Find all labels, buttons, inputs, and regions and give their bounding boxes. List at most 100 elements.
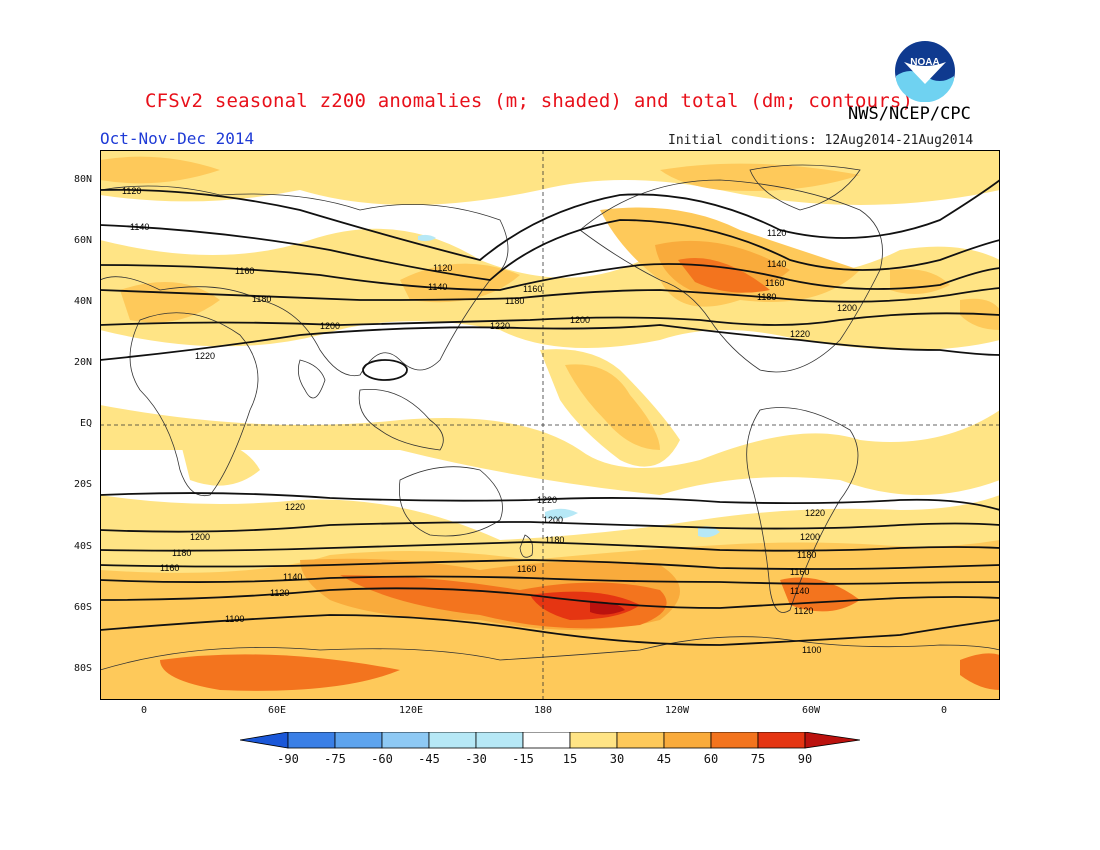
contour-1180-nh xyxy=(100,287,1000,303)
coast-greenland xyxy=(749,164,861,211)
colorbar-label: -75 xyxy=(324,752,346,766)
colorbar-label: -45 xyxy=(418,752,440,766)
shade-cpac-30 xyxy=(565,364,660,450)
lon-label: 180 xyxy=(533,705,553,716)
shade-arctic-30 xyxy=(660,163,860,191)
colorbar-swatch xyxy=(569,732,618,749)
colorbar-label: 75 xyxy=(750,752,766,766)
contour-1140-nh xyxy=(100,219,1000,281)
noaa-logo-text: NOAA xyxy=(910,57,939,68)
lat-label: EQ xyxy=(79,418,92,429)
coast-africa xyxy=(129,312,259,497)
lon-label: 60W xyxy=(801,705,821,716)
colorbar-swatch xyxy=(663,732,712,749)
coast-south-america xyxy=(746,407,859,613)
contour-label: 1200 xyxy=(800,532,820,542)
contour-label: 1140 xyxy=(767,259,786,269)
shade-trop-band xyxy=(100,405,1000,495)
colorbar-arrow-right xyxy=(804,732,860,749)
colorbar-swatch xyxy=(710,732,759,749)
contour-label: 1180 xyxy=(252,294,271,304)
contour-1160-sh xyxy=(100,559,1000,570)
lon-label: 0 xyxy=(140,705,148,716)
colorbar-swatch xyxy=(475,732,524,749)
colorbar-swatch xyxy=(757,732,806,749)
shade-neg-spac xyxy=(698,526,720,538)
colorbar-swatch xyxy=(334,732,383,749)
colorbar-label: 45 xyxy=(656,752,672,766)
contour-label: 1200 xyxy=(320,321,340,331)
coast-north-america xyxy=(579,179,883,373)
anomaly-map: 1120 1140 1160 1180 1200 1220 1120 1140 … xyxy=(100,150,1000,700)
contour-label: 1200 xyxy=(570,315,590,325)
contour-label: 1100 xyxy=(802,645,821,655)
contour-label: 1180 xyxy=(505,296,524,306)
contour-1200-nh xyxy=(100,312,1000,326)
contour-label: 1160 xyxy=(517,564,536,574)
contour-1220-sh xyxy=(100,492,1000,511)
lat-label: 60N xyxy=(73,235,92,246)
contour-label: 1140 xyxy=(790,586,809,596)
colorbar-label: 30 xyxy=(609,752,625,766)
lon-label: 120E xyxy=(398,705,424,716)
contour-label: 1160 xyxy=(235,266,254,276)
contour-label: 1160 xyxy=(765,278,784,288)
contour-1180-sh xyxy=(100,541,1000,552)
map-frame xyxy=(100,150,1000,700)
contour-1120-nh xyxy=(100,179,1000,261)
colorbar-label: -90 xyxy=(277,752,299,766)
initial-conditions-label: Initial conditions: 12Aug2014-21Aug2014 xyxy=(668,133,974,148)
colorbar-label: -60 xyxy=(371,752,393,766)
contour-label: 1180 xyxy=(545,535,564,545)
chart-title: CFSv2 seasonal z200 anomalies (m; shaded… xyxy=(145,90,914,112)
shade-neg-aus xyxy=(545,508,578,520)
contour-label: 1220 xyxy=(537,495,557,505)
contour-label: 1200 xyxy=(190,532,210,542)
colorbar-swatch xyxy=(522,732,571,749)
shade-arctic-15 xyxy=(100,150,1000,205)
noaa-logo-icon: NOAA xyxy=(895,41,955,102)
contour-1100-sh xyxy=(100,614,1000,646)
contour-label: 1220 xyxy=(195,351,215,361)
colorbar-label: -30 xyxy=(465,752,487,766)
contour-1160-nh xyxy=(100,263,1000,291)
contour-1220-nh xyxy=(100,324,1000,361)
coast-nz xyxy=(519,534,534,558)
contour-1220-closed xyxy=(362,359,408,381)
lon-label: 120W xyxy=(664,705,690,716)
contour-label: 1180 xyxy=(797,550,816,560)
colorbar-arrow-left xyxy=(240,732,289,749)
lon-label: 0 xyxy=(940,705,948,716)
contour-label: 1160 xyxy=(790,567,809,577)
shade-nh-pacific-30 xyxy=(400,263,520,303)
shade-africa-15 xyxy=(180,439,260,486)
colorbar-swatch xyxy=(381,732,430,749)
height-contours xyxy=(100,179,1000,646)
contour-label: 1220 xyxy=(490,321,510,331)
contour-label: 1140 xyxy=(428,282,447,292)
colorbar-swatch xyxy=(428,732,477,749)
colorbar-label: 90 xyxy=(797,752,813,766)
contour-label: 1100 xyxy=(225,614,244,624)
contour-label: 1180 xyxy=(172,548,191,558)
coast-seasia xyxy=(358,389,444,451)
contour-label: 1180 xyxy=(757,292,776,302)
colorbar-label: -15 xyxy=(512,752,534,766)
lat-label: 60S xyxy=(73,602,92,613)
shade-sh-90 xyxy=(590,601,625,615)
contour-label: 1160 xyxy=(160,563,179,573)
contour-labels: 1120 1140 1160 1180 1200 1220 1120 1140 … xyxy=(122,186,857,655)
lat-label: 40N xyxy=(73,296,92,307)
colorbar xyxy=(240,732,860,749)
contour-label: 1220 xyxy=(285,502,305,512)
lat-label: 20N xyxy=(73,357,92,368)
shade-arctic-30b xyxy=(100,156,220,184)
contour-label: 1200 xyxy=(543,515,563,525)
contour-label: 1120 xyxy=(794,606,813,616)
season-label: Oct-Nov-Dec 2014 xyxy=(100,129,255,148)
shade-neg-northpac xyxy=(418,234,436,242)
contour-label: 1200 xyxy=(837,303,857,313)
colorbar-label: 60 xyxy=(703,752,719,766)
colorbar-swatch xyxy=(287,732,336,749)
lat-label: 20S xyxy=(73,479,92,490)
